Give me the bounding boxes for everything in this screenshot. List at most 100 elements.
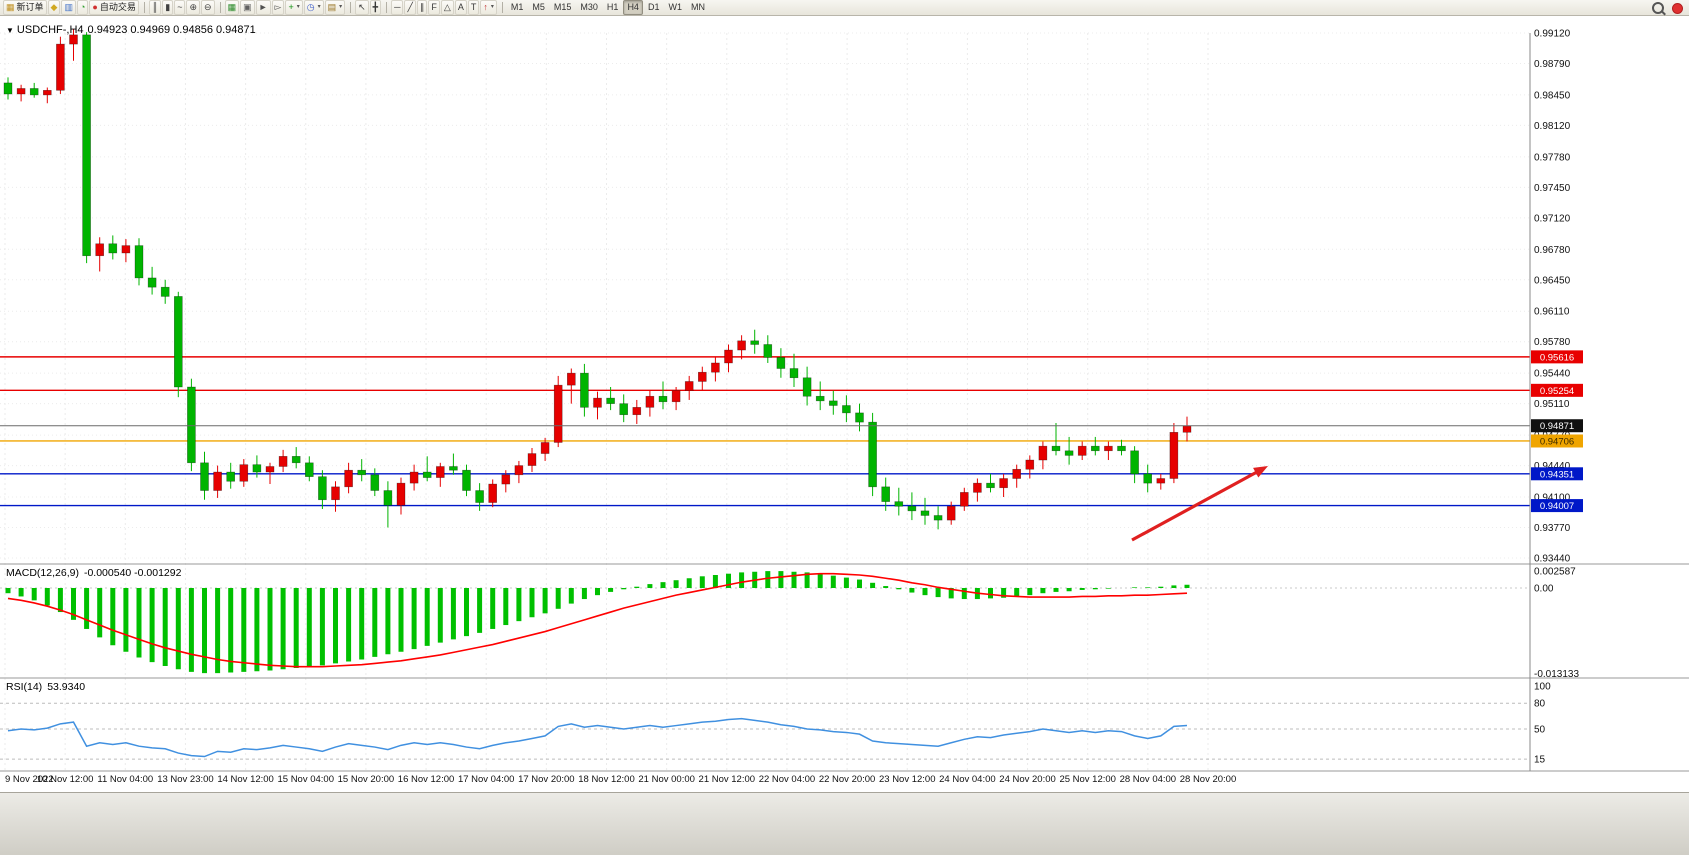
templates-button[interactable]: ▤ ▾: [324, 0, 346, 15]
timeframe-h1-button[interactable]: H1: [606, 2, 619, 12]
trend-arrow-line[interactable]: [1131, 469, 1260, 542]
macd-axis-label: -0.013133: [1534, 669, 1579, 680]
candle-body: [842, 405, 851, 414]
chart-menu-triangle-icon[interactable]: ▼: [6, 26, 14, 35]
time-axis-label: 28 Nov 04:00: [1120, 774, 1177, 785]
indicators-icon: +: [288, 2, 294, 12]
candle-body: [160, 286, 170, 297]
time-axis-label: 14 Nov 12:00: [217, 774, 274, 785]
candle-body: [973, 482, 982, 493]
bar-chart-icon: ║: [151, 2, 159, 12]
candle-body: [422, 471, 432, 478]
candle-body: [671, 390, 681, 403]
timeframe-m15-button[interactable]: M15: [553, 2, 572, 12]
toolbar-right-icons: [1652, 2, 1683, 14]
timeframe-m5-button[interactable]: M5: [532, 2, 545, 12]
candle-body: [763, 344, 773, 358]
rsi-line: [7, 717, 1188, 758]
price-axis-label: 0.97780: [1534, 152, 1571, 163]
price-level-tag: [1531, 434, 1583, 448]
chart-symbol-period: USDCHF-,H4: [16, 24, 84, 36]
auto-scroll-button[interactable]: ►: [255, 0, 271, 15]
candle-body: [593, 397, 602, 408]
candle-body: [488, 483, 498, 503]
zoom-out-button[interactable]: ⊖: [201, 0, 215, 15]
main-toolbar: ▦ 新订单 ◆ ▥ ◔ ● 自动交易 ║ ▮ ~ ⊕ ⊖ ▦ ▣ ► ▻ + ▾ ◷ ▾ ▤ ▾ ↖ ╋ ─ ╱ ∥ F △ A T ↑ ▾ M…: [0, 0, 1689, 16]
candle-body: [357, 469, 367, 476]
candle-body: [724, 349, 733, 364]
crosshair-button[interactable]: ╋: [369, 0, 382, 15]
current-price-tag-label: 0.94871: [1540, 421, 1574, 432]
candle-body: [1182, 425, 1192, 433]
candle-body: [501, 474, 511, 485]
trend-arrow-head[interactable]: [1253, 466, 1268, 478]
time-axis-label: 17 Nov 04:00: [458, 774, 515, 785]
timeframe-m30-button[interactable]: M30: [580, 2, 598, 12]
channel-button[interactable]: ∥: [416, 0, 428, 15]
time-axis-label: 23 Nov 12:00: [879, 774, 936, 785]
chart-shift-icon: ▻: [274, 2, 282, 12]
time-axis-label: 11 Nov 04:00: [97, 774, 153, 785]
horizontal-line-button[interactable]: ─: [391, 0, 404, 15]
candle-body: [265, 466, 275, 473]
candle-chart-button[interactable]: ▮: [162, 0, 174, 15]
cursor-button[interactable]: ↖: [355, 0, 369, 15]
auto-trading-button[interactable]: ● 自动交易: [89, 0, 139, 15]
arrows-button[interactable]: ↑ ▾: [480, 0, 497, 15]
rsi-indicator-label: RSI(14) 53.9340: [6, 681, 90, 693]
zoom-in-button[interactable]: ⊕: [186, 0, 201, 15]
macd-name: MACD(12,26,9): [6, 567, 79, 579]
bar-chart-button[interactable]: ║: [148, 0, 162, 15]
navigator-button[interactable]: ◔: [76, 0, 89, 15]
price-level-tag: [1531, 350, 1583, 364]
candle-body: [95, 243, 104, 257]
timeframe-w1-button[interactable]: W1: [668, 2, 682, 12]
time-axis-label: 18 Nov 12:00: [578, 774, 635, 785]
rsi-axis-label: 15: [1534, 755, 1546, 766]
chart-shift-button[interactable]: ▻: [271, 0, 285, 15]
candle-body: [802, 377, 812, 397]
notification-icon[interactable]: [1672, 2, 1683, 14]
candle-body: [318, 476, 327, 501]
rsi-axis-label: 50: [1534, 725, 1546, 736]
line-chart-button[interactable]: ~: [174, 0, 186, 15]
text-label-button[interactable]: T: [467, 0, 480, 15]
new-order-button[interactable]: ▦ 新订单: [3, 0, 47, 15]
candle-body: [658, 395, 668, 403]
timeframe-m1-button[interactable]: M1: [510, 2, 524, 12]
price-axis-label: 0.93770: [1534, 523, 1571, 534]
timeframe-mn-button[interactable]: MN: [690, 2, 705, 12]
candle-body: [789, 368, 799, 379]
cascade-windows-button[interactable]: ▣: [240, 0, 255, 15]
text-icon: A: [457, 2, 464, 12]
search-icon[interactable]: [1652, 2, 1664, 14]
candle-body: [82, 34, 91, 257]
candle-body: [776, 357, 786, 369]
periods-button[interactable]: ◷ ▾: [303, 0, 324, 15]
macd-indicator-label: MACD(12,26,9) -0.000540 -0.001292: [6, 567, 186, 579]
timeframe-h4-button[interactable]: H4: [623, 0, 643, 15]
price-axis-label: 0.93440: [1534, 554, 1571, 565]
text-button[interactable]: A: [454, 0, 467, 15]
candle-body: [435, 466, 445, 478]
candle-body: [187, 386, 196, 464]
timeframe-d1-button[interactable]: D1: [647, 2, 660, 12]
tile-windows-button[interactable]: ▦: [224, 0, 240, 15]
fibonacci-button[interactable]: F: [428, 0, 440, 15]
price-axis-label: 0.95440: [1534, 369, 1571, 380]
tile-windows-icon: ▦: [227, 2, 237, 12]
candle-body: [278, 456, 288, 467]
arrows-caret-icon: ▾: [490, 4, 494, 10]
macd-axis-label: 0.00: [1534, 584, 1554, 595]
market-watch-button[interactable]: ▥: [61, 0, 76, 15]
price-level-tag-label: 0.94706: [1540, 436, 1574, 447]
cascade-windows-icon: ▣: [243, 2, 252, 12]
chart-windows-button[interactable]: ◆: [47, 0, 61, 15]
shapes-button[interactable]: △: [440, 0, 454, 15]
trendline-button[interactable]: ╱: [404, 0, 416, 15]
bottom-panel: [0, 792, 1689, 855]
templates-icon: ▤: [327, 2, 337, 12]
candle-body: [632, 407, 642, 416]
indicators-button[interactable]: + ▾: [285, 0, 303, 15]
